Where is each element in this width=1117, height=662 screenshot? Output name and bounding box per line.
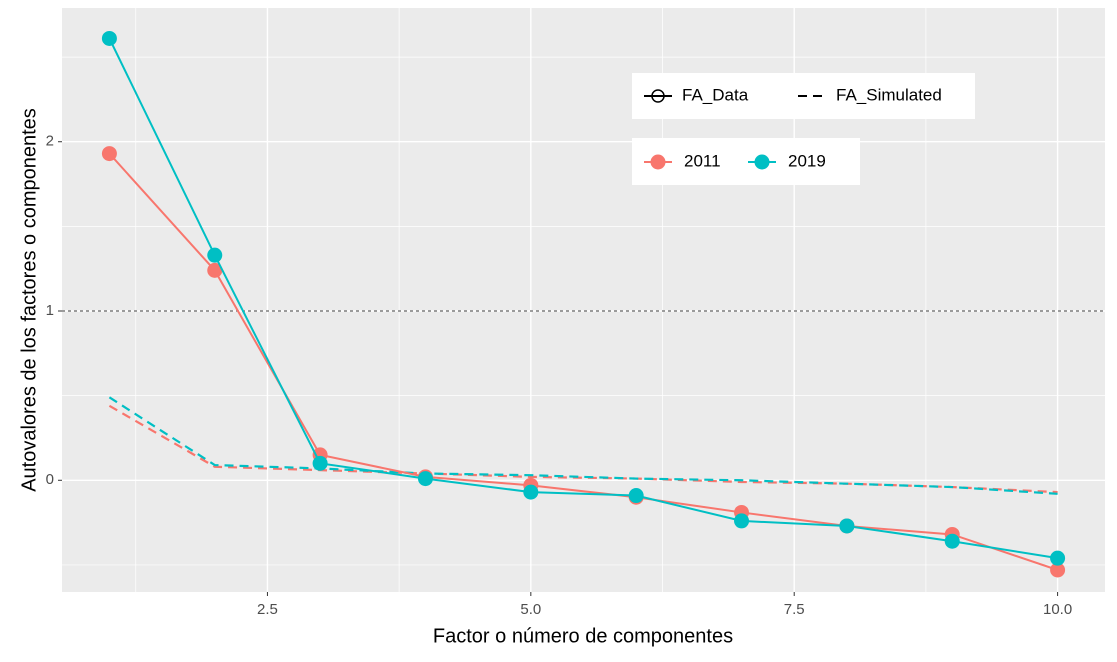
- data-point: [1050, 562, 1066, 578]
- simulated-line: [108, 396, 1058, 495]
- x-tick-label: 5.0: [520, 601, 541, 618]
- data-point: [207, 247, 223, 263]
- x-tick-label: 10.0: [1043, 601, 1072, 618]
- data-point: [101, 30, 117, 46]
- y-tick-label: 1: [46, 302, 54, 319]
- data-point: [734, 513, 750, 529]
- data-point: [944, 533, 960, 549]
- legend-label: FA_Data: [682, 85, 749, 104]
- data-point: [417, 471, 433, 487]
- legend-key: [754, 154, 770, 170]
- data-line: [108, 38, 1058, 560]
- data-point: [523, 484, 539, 500]
- x-axis-title: Factor o número de componentes: [433, 625, 733, 647]
- x-tick-label: 2.5: [257, 601, 278, 618]
- legend-key: [651, 89, 665, 103]
- data-point: [207, 262, 223, 278]
- x-tick-label: 7.5: [784, 601, 805, 618]
- y-tick-label: 2: [46, 133, 54, 150]
- legend-label: FA_Simulated: [836, 85, 942, 104]
- y-tick-label: 0: [46, 471, 54, 488]
- data-point: [101, 146, 117, 162]
- data-point: [839, 518, 855, 534]
- data-point: [312, 455, 328, 471]
- legend-label: 2019: [788, 151, 826, 170]
- data-point: [628, 488, 644, 504]
- legend-key: [650, 154, 666, 170]
- data-point: [1050, 550, 1066, 566]
- y-axis-title: Autovalores de los factores o componente…: [18, 108, 40, 492]
- data-line: [108, 152, 1058, 571]
- legend-label: 2011: [684, 151, 721, 170]
